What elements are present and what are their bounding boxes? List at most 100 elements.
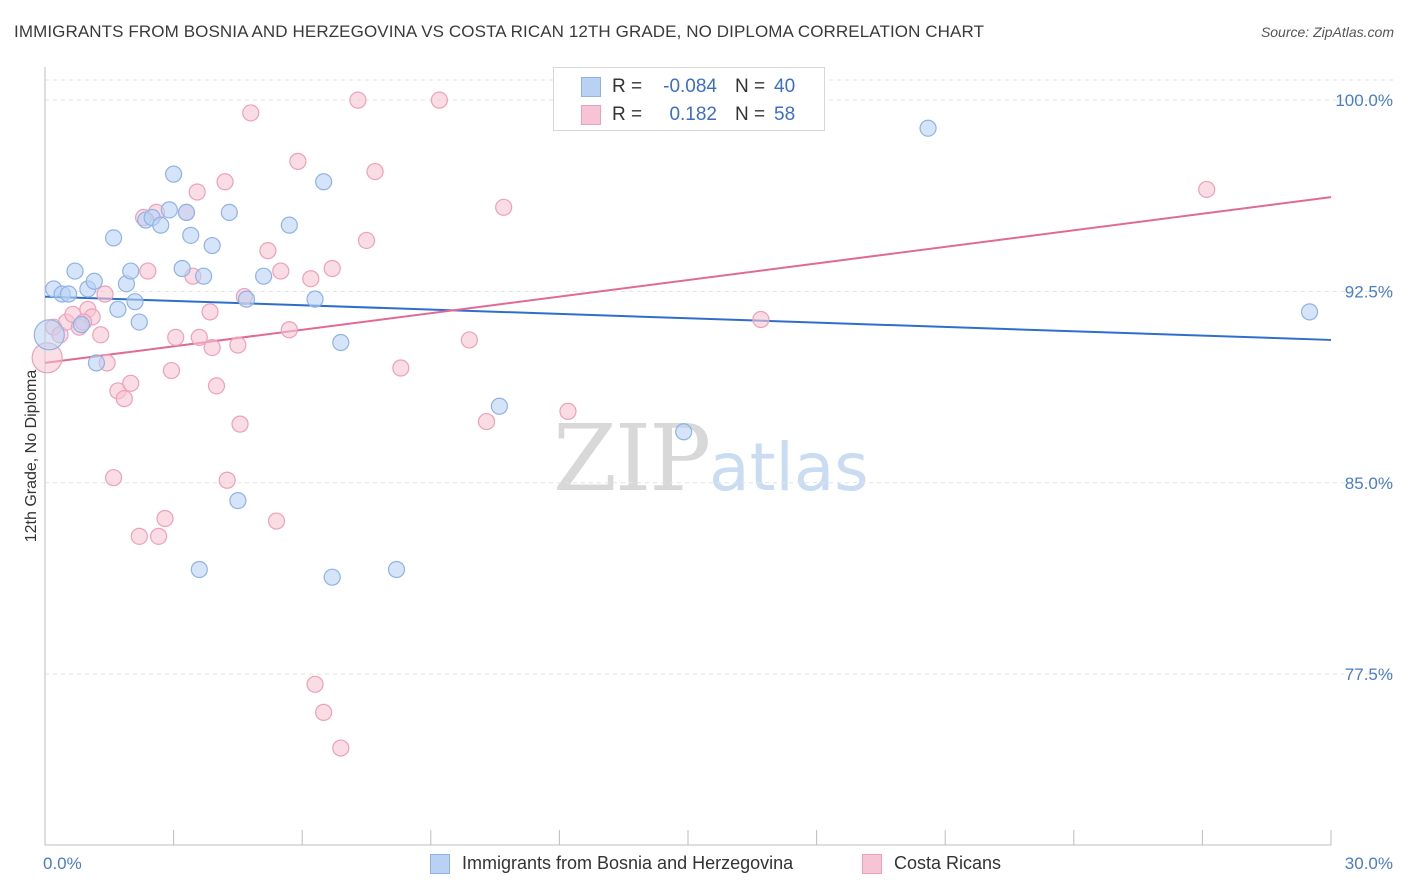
point-bosnia [126,293,144,311]
point-costa-ricans [104,469,123,487]
point-bosnia [109,300,127,318]
point-bosnia [203,236,221,255]
point-costa-ricans [302,270,320,288]
axis-labels: 100.0% 92.5% 85.0% 77.5% 0.0% 30.0% 12th Grade… [23,91,1393,873]
y-tick-label: 92.5% [1345,282,1393,301]
point-costa-ricans [231,415,249,433]
costa-ricans-points [31,91,1216,757]
trend-lines [44,196,1332,364]
point-bosnia [66,262,84,280]
legend-label: Costa Ricans [894,853,1002,873]
point-costa-ricans [242,104,260,122]
point-costa-ricans [188,183,206,201]
point-bosnia [675,423,693,441]
point-bosnia [130,313,148,331]
point-costa-ricans [156,509,174,528]
y-axis-title: 12th Grade, No Diploma [23,370,40,543]
point-bosnia [332,333,350,352]
point-costa-ricans [357,231,376,250]
source-credit: Source: ZipAtlas.com [1260,24,1394,40]
trend-line-bosnia [44,295,1332,341]
legend-n-value: 40 [774,76,796,97]
legend-swatch-pink [862,854,882,874]
point-costa-ricans [430,91,448,109]
point-costa-ricans [216,173,234,191]
legend-r-label: R = [612,76,643,97]
legend-n-value: 58 [774,104,796,125]
point-costa-ricans [190,328,208,346]
point-bosnia [315,173,333,191]
legend-swatch-blue [430,854,450,874]
point-bosnia [72,316,91,334]
point-costa-ricans [559,402,577,420]
chart-title: IMMIGRANTS FROM BOSNIA AND HERZEGOVINA V… [14,22,985,41]
legend-label: Immigrants from Bosnia and Herzegovina [462,853,794,873]
x-tick-label-max: 30.0% [1345,854,1393,873]
point-bosnia [387,560,406,579]
point-costa-ricans [139,262,157,280]
point-bosnia [490,397,508,415]
legend-row-bosnia: R = -0.084 N = 40 [554,72,824,100]
legend-n-label: N = [735,104,766,125]
point-bosnia [87,354,106,372]
point-costa-ricans [280,321,298,339]
legend-n-label: N = [735,76,766,97]
watermark: ZIPatlas [553,405,869,512]
point-bosnia [122,262,140,280]
point-costa-ricans [366,162,384,181]
point-bosnia [255,267,273,285]
point-bosnia [33,319,65,351]
point-costa-ricans [267,512,286,530]
point-bosnia [229,492,247,510]
point-bosnia [85,272,103,290]
point-costa-ricans [201,303,219,321]
trend-line-costa-ricans [44,196,1332,364]
point-costa-ricans [315,703,333,721]
point-bosnia [177,203,196,221]
point-bosnia [104,229,123,247]
point-costa-ricans [162,361,181,380]
point-costa-ricans [289,152,307,170]
legend-r-value: -0.084 [663,76,717,97]
point-bosnia [165,165,183,183]
y-tick-label: 85.0% [1345,474,1393,493]
point-bosnia [1300,303,1319,321]
point-costa-ricans [272,262,290,280]
point-costa-ricans [752,310,770,329]
point-costa-ricans [306,675,324,693]
watermark-atlas: atlas [709,429,869,506]
point-costa-ricans [96,285,114,303]
legend-r-value: 0.182 [669,104,717,125]
point-costa-ricans [203,338,221,357]
point-bosnia [220,203,238,221]
correlation-legend: R = -0.084 N = 40 R = 0.182 N = 58 [553,67,825,131]
point-costa-ricans [323,259,341,278]
point-bosnia [323,568,341,586]
point-costa-ricans [259,242,277,260]
point-bosnia [152,216,170,234]
y-tick-label: 77.5% [1345,665,1393,684]
point-bosnia [190,560,208,579]
legend-swatch-pink [581,105,601,125]
watermark-zip: ZIP [553,405,711,512]
point-costa-ricans [392,359,410,377]
point-costa-ricans [495,198,513,216]
point-costa-ricans [122,374,140,392]
grid-lines [45,79,1395,675]
point-costa-ricans [229,336,247,354]
x-tick-label-min: 0.0% [43,854,82,873]
y-tick-label: 100.0% [1335,91,1393,110]
bosnia-points [33,119,1319,586]
point-bosnia [195,267,213,285]
point-costa-ricans [1198,180,1216,199]
point-costa-ricans [460,331,478,349]
point-bosnia [59,285,78,303]
point-costa-ricans [130,527,148,545]
point-bosnia [173,259,191,278]
point-costa-ricans [477,412,496,431]
legend-row-costa-ricans: R = 0.182 N = 58 [554,100,824,128]
legend-swatch-blue [581,77,601,97]
point-bosnia [919,119,937,137]
point-bosnia [306,290,324,308]
